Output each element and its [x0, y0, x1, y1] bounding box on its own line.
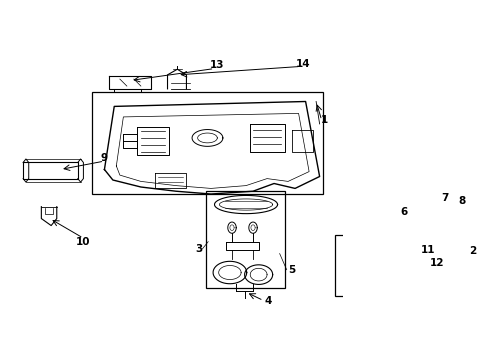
Text: 11: 11 — [420, 245, 435, 255]
Bar — [334, 235, 427, 296]
Text: 8: 8 — [457, 196, 465, 206]
Bar — [92, 93, 323, 194]
Text: 6: 6 — [400, 207, 407, 217]
Bar — [205, 191, 285, 288]
Text: 4: 4 — [264, 296, 272, 306]
Text: 12: 12 — [428, 258, 443, 268]
Text: 13: 13 — [209, 60, 224, 70]
Text: 3: 3 — [195, 244, 202, 254]
Text: 9: 9 — [101, 153, 108, 163]
Text: 14: 14 — [296, 59, 310, 69]
Text: 1: 1 — [320, 116, 327, 125]
Text: 2: 2 — [468, 247, 476, 256]
Text: 10: 10 — [76, 237, 90, 247]
Text: 5: 5 — [287, 265, 295, 275]
Text: 7: 7 — [441, 193, 448, 203]
